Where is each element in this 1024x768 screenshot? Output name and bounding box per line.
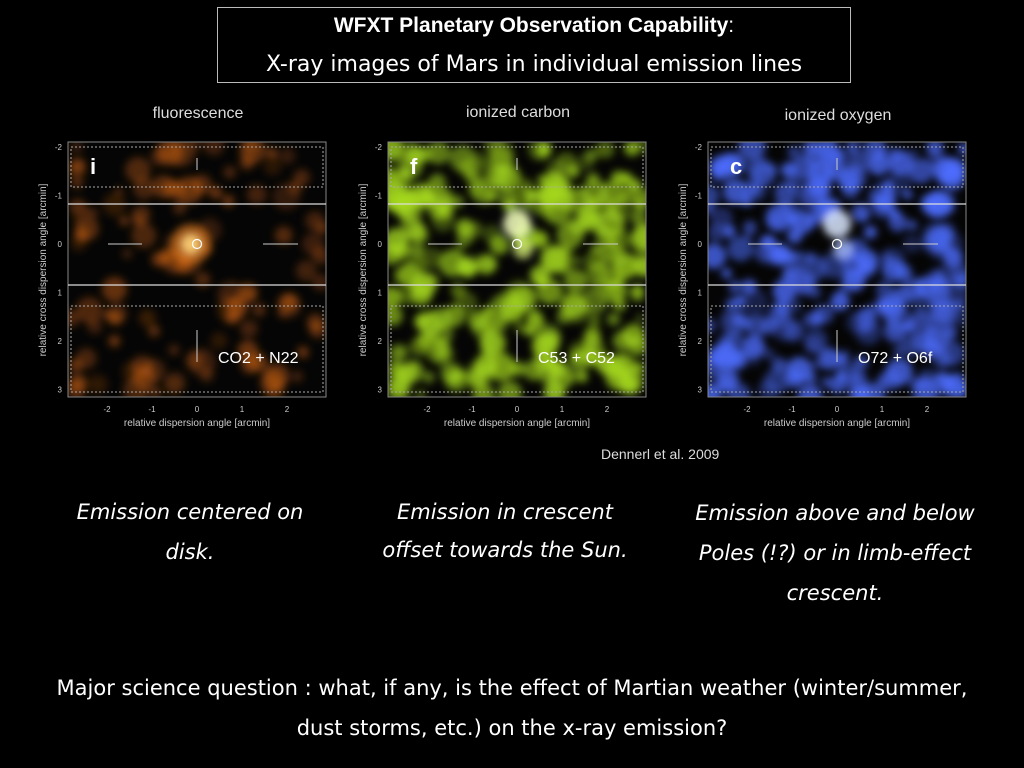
- x-tick-label: 0: [835, 405, 840, 414]
- y-tick-label: -1: [375, 192, 383, 201]
- emission-noise: [708, 142, 966, 397]
- y-tick-label: 3: [698, 386, 703, 395]
- xray-image-ionized-carbon: f C53 + C52 -2 -1 0 1 2 -2 -1 0 1 2 3 relative disper…: [350, 135, 650, 435]
- x-tick-label: 2: [285, 405, 290, 414]
- y-tick-label: -1: [55, 192, 63, 201]
- x-tick-label: 1: [560, 405, 565, 414]
- x-tick-label: 2: [925, 405, 930, 414]
- mars-disk-marker: [511, 238, 523, 250]
- mars-disk-marker: [831, 238, 843, 250]
- mars-disk-marker: [191, 238, 203, 250]
- y-tick-label: 2: [58, 337, 63, 346]
- x-tick-label: 2: [605, 405, 610, 414]
- x-tick-label: 0: [195, 405, 200, 414]
- y-tick-label: 1: [698, 289, 703, 298]
- x-tick-label: -1: [148, 405, 156, 414]
- caption-fluorescence: Emission centered on disk.: [76, 500, 304, 564]
- y-tick-label: 2: [698, 337, 703, 346]
- y-tick-label: 1: [58, 289, 63, 298]
- emission-lines-label: O72 + O6f: [858, 350, 933, 367]
- x-tick-label: -1: [468, 405, 476, 414]
- y-tick-label: -2: [695, 143, 703, 152]
- x-tick-label: -2: [423, 405, 431, 414]
- image-frame: [707, 141, 967, 398]
- panel-heading-fluorescence: fluorescence: [152, 105, 244, 122]
- slide-subtitle: X-ray images of Mars in individual emiss…: [265, 52, 803, 77]
- y-axis-label: relative cross dispersion angle [arcmin]: [38, 183, 49, 356]
- xray-panel-svg: i CO2 + N22 -2 -1 0 1 2 -2 -1 0 1 2 3 relative disper…: [38, 141, 327, 429]
- image-frame: [67, 141, 327, 398]
- panel-letter: c: [730, 154, 742, 179]
- xray-image-ionized-oxygen: c O72 + O6f -2 -1 0 1 2 -2 -1 0 1 2 3 relative disper…: [670, 135, 970, 435]
- y-axis-label: relative cross dispersion angle [arcmin]: [358, 183, 369, 356]
- panel-heading-ionized-oxygen: ionized oxygen: [784, 107, 892, 124]
- x-tick-label: 0: [515, 405, 520, 414]
- y-tick-label: 0: [698, 240, 703, 249]
- x-axis-label: relative dispersion angle [arcmin]: [124, 418, 270, 429]
- caption-ionized-oxygen: Emission above and below Poles (!?) or i…: [695, 501, 975, 605]
- science-question: Major science question : what, if any, i…: [56, 676, 968, 740]
- x-axis-label: relative dispersion angle [arcmin]: [444, 418, 590, 429]
- emission-lines-label: CO2 + N22: [218, 350, 299, 367]
- y-tick-label: -1: [695, 192, 703, 201]
- x-tick-label: -2: [103, 405, 111, 414]
- caption-ionized-carbon: Emission in crescent offset towards the …: [382, 500, 628, 562]
- y-tick-label: -2: [375, 143, 383, 152]
- xray-image-fluorescence: i CO2 + N22 -2 -1 0 1 2 -2 -1 0 1 2 3 relative disper…: [30, 135, 330, 435]
- slide-title: WFXT Planetary Observation Capability:: [333, 14, 735, 37]
- panel-heading-ionized-carbon: ionized carbon: [465, 104, 571, 121]
- x-tick-label: -1: [788, 405, 796, 414]
- xray-panel-svg: c O72 + O6f -2 -1 0 1 2 -2 -1 0 1 2 3 relative disper…: [678, 141, 967, 429]
- x-axis-label: relative dispersion angle [arcmin]: [764, 418, 910, 429]
- title-box: WFXT Planetary Observation Capability: X…: [217, 7, 851, 83]
- xray-panel-svg: f C53 + C52 -2 -1 0 1 2 -2 -1 0 1 2 3 relative disper…: [358, 141, 647, 429]
- y-tick-label: 3: [58, 386, 63, 395]
- panel-letter: f: [410, 154, 418, 179]
- y-tick-label: 3: [378, 386, 383, 395]
- y-tick-label: 2: [378, 337, 383, 346]
- y-tick-label: 0: [58, 240, 63, 249]
- credit: Dennerl et al. 2009: [601, 446, 720, 462]
- y-tick-label: 0: [378, 240, 383, 249]
- panel-letter: i: [90, 154, 96, 179]
- y-axis-label: relative cross dispersion angle [arcmin]: [678, 183, 689, 356]
- x-tick-label: -2: [743, 405, 751, 414]
- y-tick-label: -2: [55, 143, 63, 152]
- y-tick-label: 1: [378, 289, 383, 298]
- emission-lines-label: C53 + C52: [538, 350, 615, 367]
- x-tick-label: 1: [240, 405, 245, 414]
- image-frame: [387, 141, 647, 398]
- x-tick-label: 1: [880, 405, 885, 414]
